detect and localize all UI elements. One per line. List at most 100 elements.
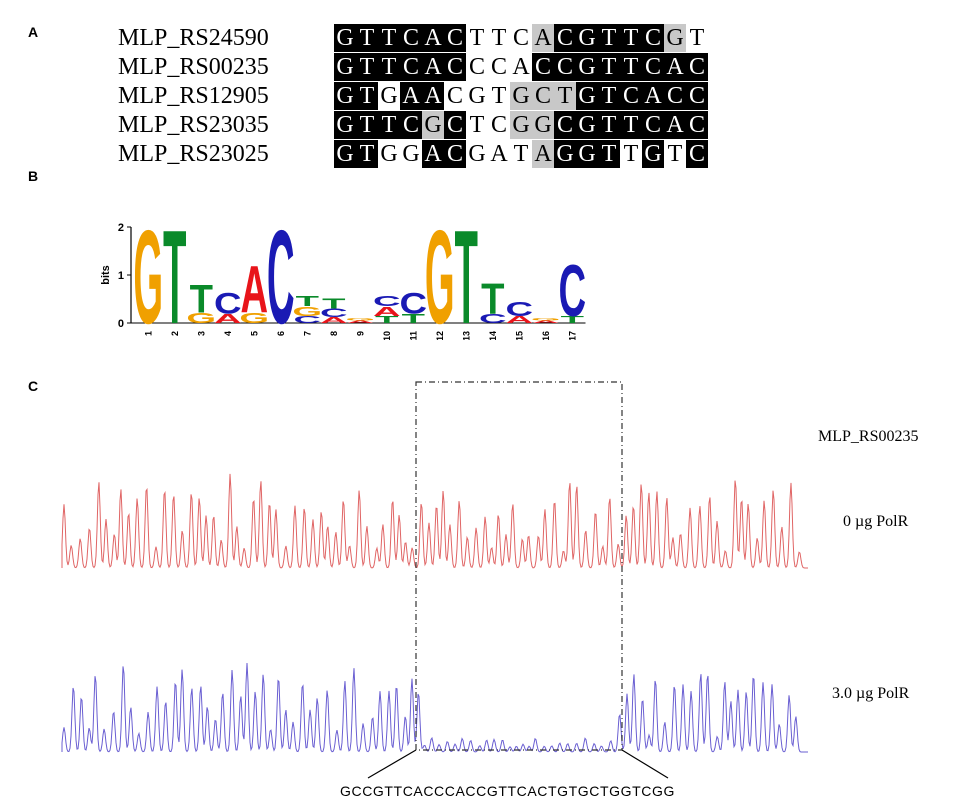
logo-y-tick-label: 2 — [118, 222, 124, 234]
alignment-gene-name: MLP_RS23025 — [118, 141, 269, 167]
alignment-base: C — [664, 82, 686, 110]
alignment-base: C — [400, 24, 422, 52]
alignment-base: C — [686, 82, 708, 110]
alignment-base: C — [468, 54, 485, 80]
logo-position-label: 3 — [196, 331, 206, 336]
alignment-base: G — [402, 141, 420, 167]
alignment-base: T — [356, 111, 378, 139]
alignment-base: T — [554, 82, 576, 110]
boxed-sequence: GCCGTTCACCCACCGTTCACTGTGCTGGTCGG — [340, 783, 675, 799]
alignment-base: G — [576, 24, 598, 52]
alignment-base: A — [422, 140, 444, 168]
logo-position-label: 10 — [382, 331, 392, 340]
alignment-base: C — [444, 24, 466, 52]
logo-letter-G: G — [425, 210, 455, 340]
alignment-base: T — [378, 111, 400, 139]
logo-position-label: 8 — [329, 331, 339, 336]
protected-region-box — [415, 381, 623, 751]
alignment-base: C — [400, 111, 422, 139]
logo-letter-G: G — [345, 317, 375, 322]
alignment-base: T — [356, 24, 378, 52]
logo-letter-G: G — [133, 210, 163, 340]
logo-position-label: 11 — [408, 331, 418, 340]
logo-letter-T: T — [163, 210, 186, 340]
alignment-base: A — [664, 111, 686, 139]
alignment-base: A — [400, 82, 422, 110]
alignment-base: G — [664, 24, 686, 52]
alignment-base: A — [532, 24, 554, 52]
alignment-base: T — [356, 140, 378, 168]
alignment-base: C — [554, 24, 576, 52]
logo-position-label: 15 — [514, 331, 524, 340]
alignment-base: G — [576, 82, 598, 110]
alignment-base: A — [422, 82, 444, 110]
alignment-base: T — [491, 25, 507, 51]
logo-y-tick-label: 1 — [118, 270, 124, 282]
alignment-base: T — [378, 53, 400, 81]
chromatogram-panel — [0, 380, 957, 780]
logo-position-label: 7 — [302, 331, 312, 336]
logo-letter-A: A — [240, 252, 268, 327]
alignment-base: C — [400, 53, 422, 81]
trace-3-ug — [61, 662, 808, 753]
alignment-gene-name: MLP_RS00235 — [118, 54, 269, 80]
alignment-base: A — [512, 54, 530, 80]
alignment-base: T — [513, 141, 529, 167]
trace-0-ug — [61, 473, 808, 569]
condition-label-1: 3.0 µg PolR — [832, 685, 910, 702]
logo-position-label: 16 — [541, 331, 551, 340]
logo-position-label: 12 — [435, 331, 445, 340]
alignment-base: C — [532, 82, 554, 110]
logo-position-label: 14 — [488, 331, 498, 340]
logo-position-label: 6 — [276, 331, 286, 336]
alignment-gene-name: MLP_RS12905 — [118, 83, 269, 109]
alignment-base: T — [667, 141, 683, 167]
logo-letter-G: G — [292, 304, 322, 319]
alignment-base: T — [689, 25, 705, 51]
alignment-base: C — [554, 111, 576, 139]
alignment-base: A — [642, 82, 664, 110]
alignment-base: T — [598, 82, 620, 110]
alignment-base: G — [380, 83, 398, 109]
logo-position-label: 4 — [223, 331, 233, 336]
connector-right — [621, 749, 669, 779]
alignment-base: C — [532, 53, 554, 81]
logo-letter-A: A — [320, 316, 348, 325]
alignment-base: C — [512, 25, 529, 51]
alignment-base: A — [490, 141, 508, 167]
logo-letter-C: C — [479, 311, 507, 326]
alignment-base: G — [334, 24, 356, 52]
alignment-base: T — [598, 24, 620, 52]
alignment-base: T — [469, 25, 485, 51]
logo-position-label: 9 — [355, 331, 365, 336]
alignment-base: C — [642, 111, 664, 139]
panel-label-c: C — [28, 378, 39, 394]
alignment-base: G — [334, 53, 356, 81]
alignment-panel: MLP_RS24590 G T T C A C T T C A C G T T C G T MLP_RS00235 G… — [0, 0, 957, 190]
logo-letter-C: C — [373, 294, 401, 310]
logo-letter-A: A — [214, 311, 242, 326]
alignment-base: T — [356, 82, 378, 110]
alignment-base: C — [444, 53, 466, 81]
logo-letter-G: G — [186, 310, 216, 326]
logo-letter-C: C — [320, 306, 348, 320]
logo-letter-A: A — [346, 320, 374, 324]
logo-letter-T: T — [296, 294, 320, 310]
logo-letter-C: C — [558, 251, 586, 333]
logo-letter-T: T — [402, 311, 426, 326]
connector-left — [367, 749, 417, 779]
alignment-base: G — [468, 141, 486, 167]
alignment-base: G — [380, 141, 398, 167]
alignment-base: G — [532, 111, 554, 139]
alignment-base: G — [554, 140, 576, 168]
gene-label: MLP_RS00235 — [818, 428, 919, 445]
alignment-base: T — [598, 140, 620, 168]
alignment-base: G — [334, 82, 356, 110]
panel-label-b: B — [28, 168, 39, 184]
logo-position-label: 2 — [170, 331, 180, 336]
